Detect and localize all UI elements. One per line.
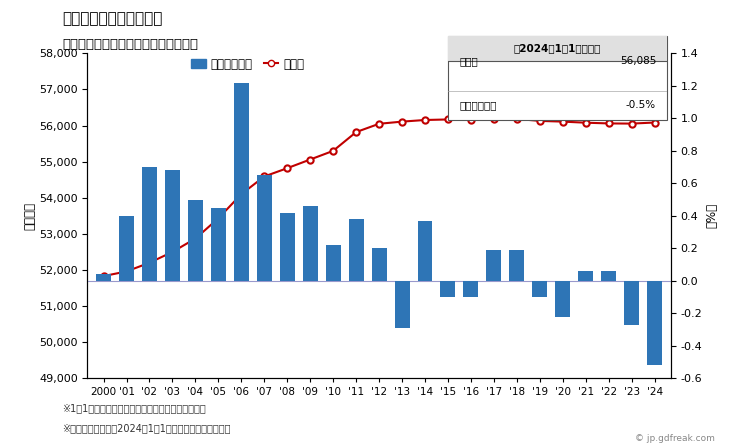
Text: 新居浜市の世帯数の推移: 新居浜市の世帯数の推移 bbox=[62, 11, 163, 26]
Bar bbox=[624, 281, 639, 325]
Text: 対前年増減率: 対前年増減率 bbox=[459, 101, 496, 110]
Legend: 対前年増加率, 世帯数: 対前年増加率, 世帯数 bbox=[187, 53, 308, 75]
Bar bbox=[601, 271, 616, 281]
Text: ※1月1日時点の外国籍を除く日本人住民の世帯数。: ※1月1日時点の外国籍を除く日本人住民の世帯数。 bbox=[62, 403, 206, 413]
Bar bbox=[211, 208, 226, 281]
Bar bbox=[578, 271, 593, 281]
Bar bbox=[188, 199, 203, 281]
Bar bbox=[303, 206, 318, 281]
Bar bbox=[448, 36, 667, 61]
Y-axis label: （世帯）: （世帯） bbox=[23, 202, 36, 230]
Bar bbox=[440, 281, 456, 297]
Text: 世帯数: 世帯数 bbox=[459, 56, 478, 66]
Bar bbox=[394, 281, 410, 328]
Bar bbox=[555, 281, 570, 316]
Bar bbox=[234, 83, 249, 281]
Bar bbox=[165, 170, 180, 281]
Text: （住民基本台帳ベース、日本人住民）: （住民基本台帳ベース、日本人住民） bbox=[62, 38, 198, 51]
Bar bbox=[119, 216, 134, 281]
Text: 56,085: 56,085 bbox=[620, 56, 656, 66]
Text: ※市区町村の場合は2024年1月1日時点の市区町村境界。: ※市区町村の場合は2024年1月1日時点の市区町村境界。 bbox=[62, 424, 230, 433]
Text: -0.5%: -0.5% bbox=[626, 101, 656, 110]
Bar bbox=[96, 274, 111, 281]
Bar bbox=[510, 250, 524, 281]
Bar bbox=[372, 248, 386, 281]
Text: © jp.gdfreak.com: © jp.gdfreak.com bbox=[634, 434, 714, 443]
Bar bbox=[257, 175, 272, 281]
Bar bbox=[532, 281, 547, 297]
Bar bbox=[348, 219, 364, 281]
Bar bbox=[142, 167, 157, 281]
Bar bbox=[280, 213, 295, 281]
Bar bbox=[486, 250, 502, 281]
Y-axis label: （%）: （%） bbox=[705, 203, 718, 228]
Text: 【2024年1月1日時点】: 【2024年1月1日時点】 bbox=[514, 43, 601, 53]
Bar bbox=[647, 281, 662, 365]
Bar bbox=[326, 245, 340, 281]
Bar bbox=[418, 221, 432, 281]
Bar bbox=[464, 281, 478, 297]
